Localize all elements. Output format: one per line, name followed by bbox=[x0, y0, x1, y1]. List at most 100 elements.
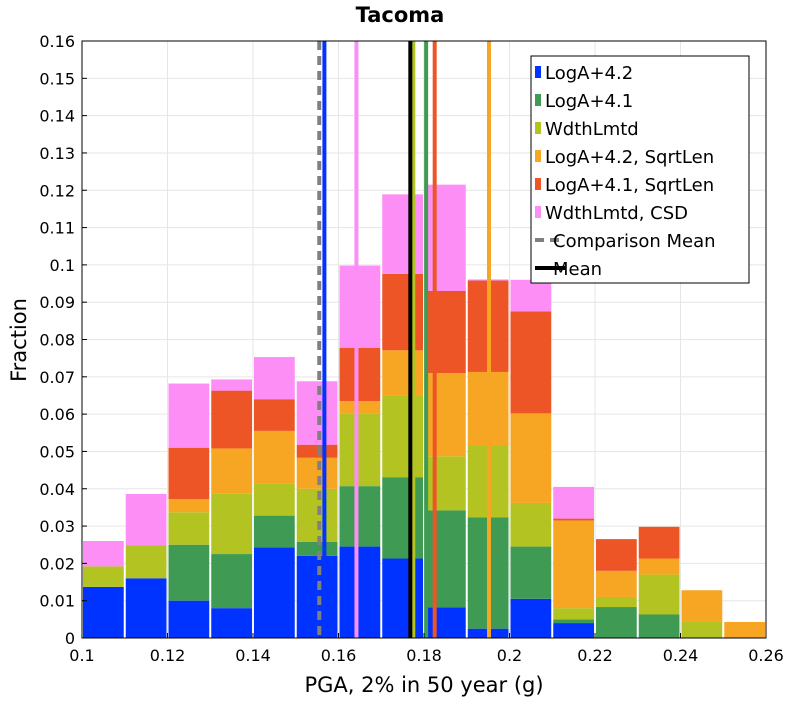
legend: LogA+4.2 LogA+4.1 WdthLmtd LogA+4.2, SqrtLe… bbox=[530, 55, 750, 284]
bar-segment bbox=[596, 570, 637, 597]
x-tick-label: 0.14 bbox=[235, 646, 271, 665]
y-tick-label: 0.12 bbox=[39, 181, 75, 200]
bar-segment bbox=[168, 499, 210, 513]
bar-segment bbox=[339, 265, 381, 348]
bar-segment bbox=[125, 578, 167, 638]
y-axis-label: Fraction bbox=[7, 298, 31, 382]
bar-segment bbox=[211, 554, 252, 609]
x-tick-label: 0.12 bbox=[150, 646, 186, 665]
bar-segment bbox=[382, 477, 423, 559]
legend-label: LogA+4.2, SqrtLen bbox=[545, 147, 714, 168]
bar-segment bbox=[168, 383, 210, 448]
mean-lines bbox=[317, 41, 491, 638]
legend-label: LogA+4.2 bbox=[545, 63, 633, 84]
bar-segment bbox=[638, 614, 680, 638]
bar-segment bbox=[211, 448, 252, 494]
legend-swatch bbox=[535, 150, 541, 162]
bar-segment bbox=[510, 502, 552, 547]
bar-segment bbox=[681, 621, 723, 638]
y-tick-label: 0.05 bbox=[39, 442, 75, 461]
bar-segment bbox=[596, 607, 637, 638]
y-tick-label: 0.07 bbox=[39, 368, 75, 387]
bar-segment bbox=[211, 379, 252, 391]
bar-segment bbox=[168, 600, 210, 638]
bar-segment bbox=[125, 545, 167, 579]
bar-segment bbox=[83, 586, 124, 638]
bar-segment bbox=[553, 623, 594, 638]
bar-segment bbox=[83, 566, 124, 587]
bar-segment bbox=[510, 598, 552, 638]
bar-segment bbox=[254, 515, 295, 548]
x-tick-label: 0.16 bbox=[321, 646, 357, 665]
legend-label: Comparison Mean bbox=[553, 231, 716, 252]
bar-segment bbox=[83, 540, 124, 567]
y-tick-label: 0.09 bbox=[39, 293, 75, 312]
legend-swatch bbox=[535, 94, 541, 106]
bar-segment bbox=[425, 456, 466, 511]
x-tick-label: 0.18 bbox=[406, 646, 442, 665]
y-tick-label: 0.11 bbox=[39, 219, 75, 238]
bar-segment bbox=[339, 401, 381, 414]
y-tick-label: 0.14 bbox=[39, 107, 75, 126]
axes: 0 0.01 0.02 0.03 0.04 0.05 0.06 0.07 0.08 0.09 0.1… bbox=[39, 32, 783, 665]
bar-segment bbox=[382, 350, 423, 396]
y-tick-label: 0.08 bbox=[39, 331, 75, 350]
y-tick-label: 0.04 bbox=[39, 480, 75, 499]
bar-segment bbox=[596, 596, 637, 608]
bar-segment bbox=[638, 558, 680, 575]
chart-title: Tacoma bbox=[356, 3, 445, 27]
bar-segment bbox=[296, 381, 338, 445]
bar-segment bbox=[638, 574, 680, 615]
y-tick-label: 0.15 bbox=[39, 69, 75, 88]
y-tick-label: 0 bbox=[65, 629, 75, 648]
bar-segment bbox=[553, 608, 594, 620]
bar-segment bbox=[724, 621, 765, 638]
bar-segment bbox=[254, 547, 295, 638]
legend-label: LogA+4.1, SqrtLen bbox=[545, 175, 714, 196]
bar-segment bbox=[339, 546, 381, 638]
legend-swatch bbox=[535, 66, 541, 78]
legend-swatch bbox=[535, 178, 541, 190]
bar-segment bbox=[510, 413, 552, 503]
y-tick-label: 0.1 bbox=[50, 256, 75, 275]
bar-segment bbox=[254, 399, 295, 431]
bar-segment bbox=[254, 430, 295, 484]
x-tick-label: 0.22 bbox=[577, 646, 613, 665]
bar-segment bbox=[553, 520, 594, 609]
bar-segment bbox=[296, 541, 338, 556]
bar-segment bbox=[296, 488, 338, 542]
bar-segment bbox=[425, 290, 466, 374]
x-axis-label: PGA, 2% in 50 year (g) bbox=[304, 673, 543, 697]
bar-segment bbox=[382, 194, 423, 274]
bar-segment bbox=[125, 493, 167, 546]
bar-segment bbox=[425, 184, 466, 291]
bar-segment bbox=[510, 279, 552, 312]
bar-segment bbox=[510, 546, 552, 599]
x-tick-label: 0.1 bbox=[69, 646, 94, 665]
legend-swatch bbox=[535, 122, 541, 134]
bar-segment bbox=[382, 395, 423, 478]
y-tick-label: 0.01 bbox=[39, 592, 75, 611]
y-tick-label: 0.13 bbox=[39, 144, 75, 163]
bar-segment bbox=[254, 483, 295, 516]
x-tick-label: 0.26 bbox=[748, 646, 784, 665]
bar-segment bbox=[681, 590, 723, 622]
bar-segment bbox=[425, 510, 466, 608]
legend-label: Mean bbox=[553, 259, 602, 280]
bar-segment bbox=[339, 347, 381, 402]
bar-segment bbox=[211, 608, 252, 638]
bar-segment bbox=[211, 493, 252, 555]
bar-segment bbox=[553, 486, 594, 519]
bar-segment bbox=[596, 539, 637, 571]
y-tick-label: 0.06 bbox=[39, 405, 75, 424]
bar-segment bbox=[510, 311, 552, 414]
bar-segment bbox=[168, 447, 210, 500]
legend-swatch bbox=[535, 206, 541, 218]
legend-label: WdthLmtd, CSD bbox=[545, 203, 688, 224]
bar-segment bbox=[296, 457, 338, 489]
x-tick-label: 0.2 bbox=[497, 646, 522, 665]
legend-box bbox=[530, 55, 750, 284]
bar-segment bbox=[553, 518, 594, 521]
bar-segment bbox=[339, 413, 381, 487]
